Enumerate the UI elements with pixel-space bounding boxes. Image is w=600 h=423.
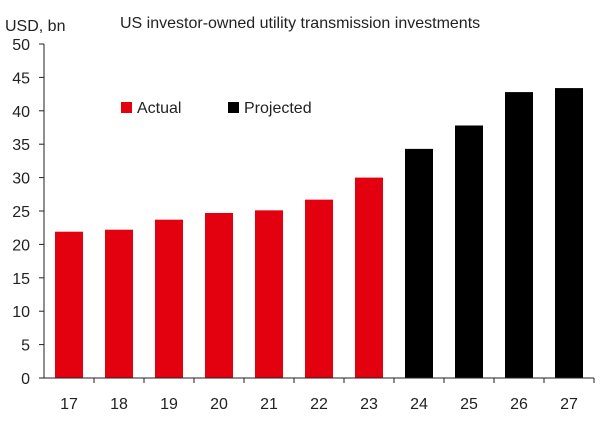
x-tick-label: 20 <box>210 396 228 413</box>
bar-17 <box>55 231 83 378</box>
bar-19 <box>155 219 183 378</box>
x-tick-label: 25 <box>460 396 478 413</box>
x-tick-label: 19 <box>160 396 178 413</box>
bar-23 <box>355 177 383 378</box>
x-tick-label: 24 <box>410 396 428 413</box>
x-tick-label: 18 <box>110 396 128 413</box>
bar-21 <box>255 210 283 378</box>
x-ticks: 17 18 19 20 21 22 23 24 25 26 27 <box>60 378 595 413</box>
bar-26 <box>505 92 533 378</box>
legend-swatch-projected <box>228 102 239 113</box>
y-tick-label: 40 <box>12 104 30 121</box>
y-tick-label: 10 <box>12 304 30 321</box>
legend-label-actual: Actual <box>137 100 181 117</box>
y-tick-label: 35 <box>12 137 30 154</box>
bars <box>55 88 583 378</box>
bar-25 <box>455 125 483 378</box>
bar-27 <box>555 88 583 378</box>
x-tick-label: 21 <box>260 396 278 413</box>
y-axis-label: USD, bn <box>5 18 65 35</box>
bar-22 <box>305 199 333 378</box>
y-tick-label: 20 <box>12 237 30 254</box>
y-tick-label: 30 <box>12 171 30 188</box>
bar-18 <box>105 229 133 378</box>
x-tick-label: 26 <box>510 396 528 413</box>
bar-24 <box>405 148 433 378</box>
x-tick-label: 27 <box>560 396 578 413</box>
legend-swatch-actual <box>121 102 132 113</box>
legend: Actual Projected <box>121 100 312 117</box>
chart-title: US investor-owned utility transmission i… <box>120 15 480 32</box>
y-tick-label: 0 <box>21 371 30 388</box>
y-tick-label: 45 <box>12 70 30 87</box>
x-tick-label: 17 <box>60 396 78 413</box>
y-tick-label: 5 <box>21 338 30 355</box>
legend-label-projected: Projected <box>244 100 312 117</box>
y-ticks: 0 5 10 15 20 25 30 35 40 45 50 <box>12 37 44 388</box>
x-tick-label: 22 <box>310 396 328 413</box>
y-tick-label: 25 <box>12 204 30 221</box>
y-tick-label: 15 <box>12 271 30 288</box>
bar-20 <box>205 213 233 378</box>
y-tick-label: 50 <box>12 37 30 54</box>
x-tick-label: 23 <box>360 396 378 413</box>
